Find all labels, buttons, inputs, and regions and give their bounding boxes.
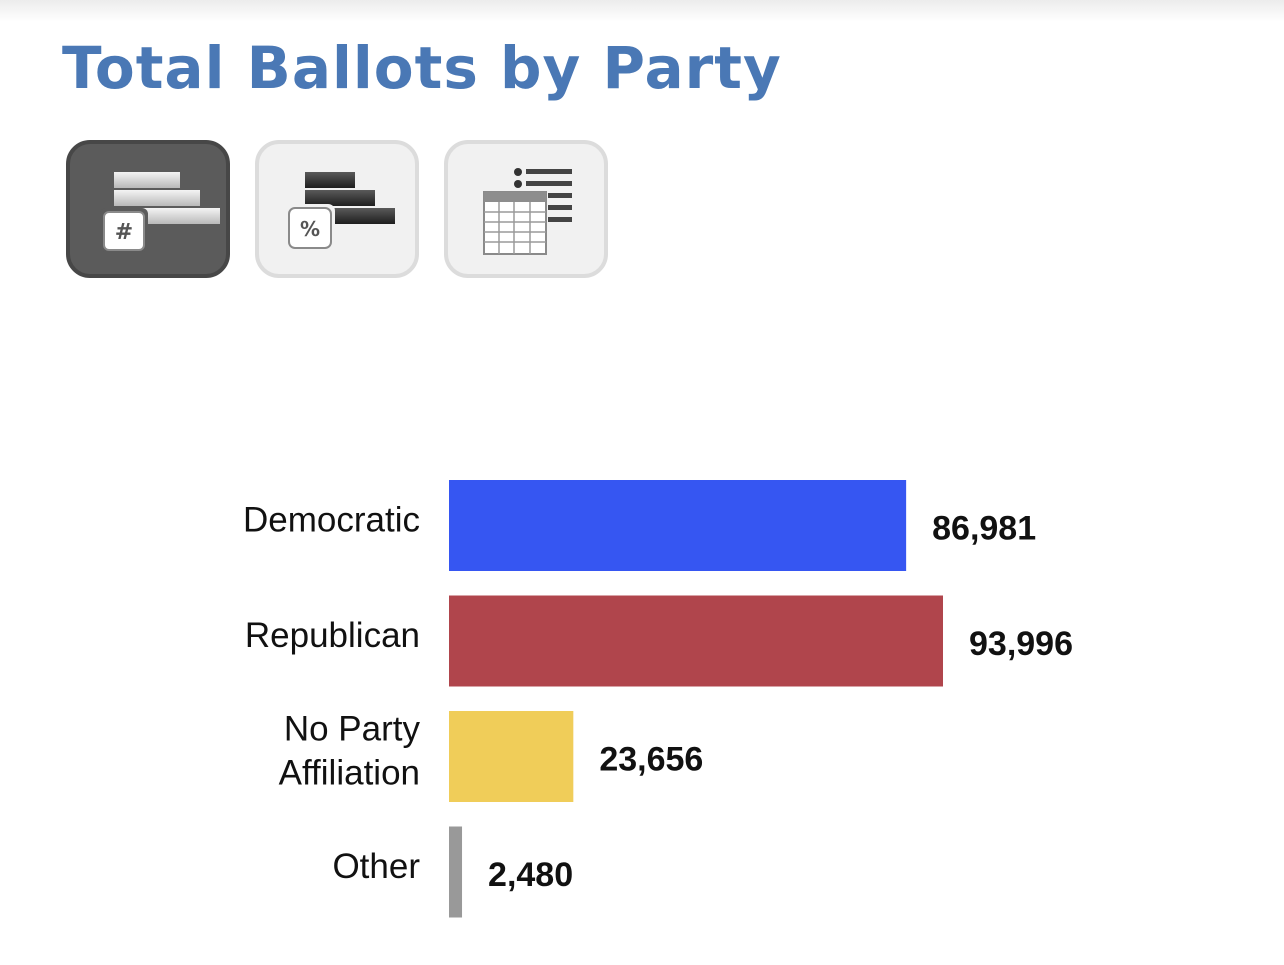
page-title: Total Ballots by Party bbox=[62, 34, 782, 102]
table-view-button[interactable] bbox=[444, 140, 608, 278]
bar-3 bbox=[449, 711, 574, 802]
percent-bars-icon: % bbox=[285, 172, 395, 250]
category-label-4: Other bbox=[332, 847, 420, 886]
bar-4 bbox=[449, 826, 463, 918]
bar-1 bbox=[449, 480, 907, 571]
category-label-2: Republican bbox=[245, 616, 420, 655]
count-glyph: # bbox=[115, 220, 133, 245]
count-view-button[interactable]: # bbox=[66, 140, 230, 278]
top-shade bbox=[0, 0, 1284, 22]
bar-2 bbox=[449, 595, 943, 687]
value-label-3: 23,656 bbox=[599, 741, 703, 779]
category-label-3-line-1: No Party bbox=[284, 710, 421, 749]
value-label-4: 2,480 bbox=[488, 856, 573, 894]
value-label-1: 86,981 bbox=[932, 510, 1036, 548]
category-label-1: Democratic bbox=[243, 501, 420, 540]
table-list-icon bbox=[483, 168, 572, 255]
percent-view-button[interactable]: % bbox=[255, 140, 419, 278]
value-label-2: 93,996 bbox=[969, 625, 1073, 663]
category-label-3-line-2: Affiliation bbox=[279, 754, 420, 793]
count-bars-icon: # bbox=[100, 172, 220, 252]
percent-glyph: % bbox=[300, 217, 320, 241]
